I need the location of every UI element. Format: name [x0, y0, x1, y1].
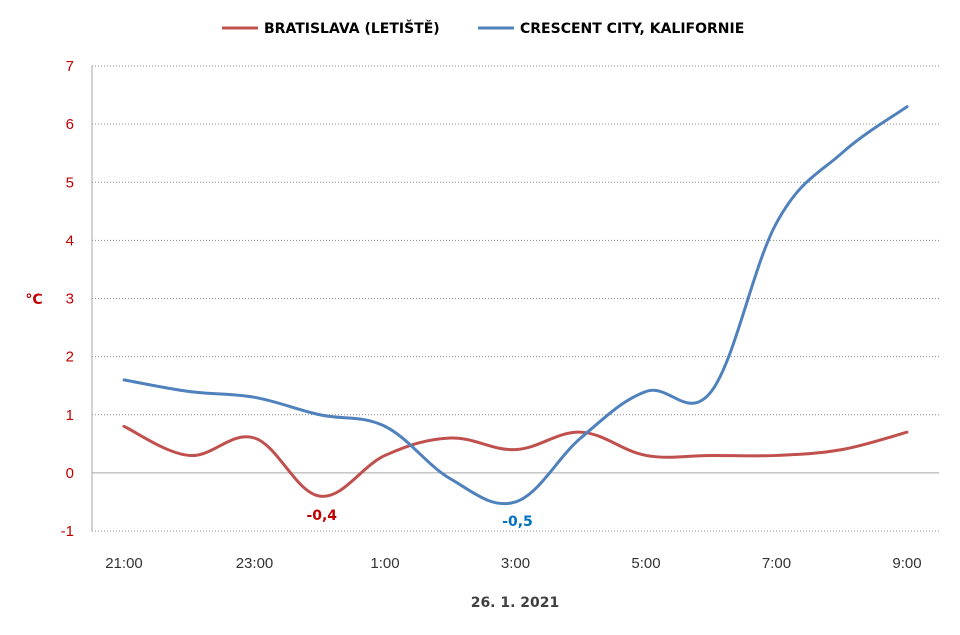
- series-line-bratislava: [122, 424, 909, 498]
- y-tick-label: 0: [66, 465, 74, 482]
- x-tick-label: 3:00: [501, 555, 530, 572]
- y-tick-label: 2: [66, 349, 74, 366]
- x-tick-label: 5:00: [631, 555, 660, 572]
- x-tick-label: 9:00: [892, 555, 921, 572]
- y-tick-label: 3: [66, 291, 74, 308]
- data-label-bratislava: -0,4: [306, 508, 337, 524]
- data-label-crescent-city: -0,5: [502, 514, 533, 530]
- x-tick-labels: 21:00 23:00 1:00 3:00 5:00 7:00 9:00: [105, 555, 921, 572]
- legend-label-crescent-city: CRESCENT CITY, KALIFORNIE: [520, 21, 744, 37]
- y-tick-label: 7: [66, 58, 74, 75]
- y-tick-label: 6: [66, 116, 74, 133]
- gridlines: [92, 65, 939, 532]
- y-tick-label: 5: [66, 174, 74, 191]
- y-tick-labels: -1 0 1 2 3 4 5 6 7: [61, 58, 74, 540]
- axes: [91, 66, 939, 531]
- series-lines: [122, 105, 909, 506]
- x-axis-label: 26. 1. 2021: [471, 595, 560, 611]
- x-tick-label: 1:00: [370, 555, 399, 572]
- x-tick-label: 21:00: [105, 555, 143, 572]
- y-tick-label: 4: [66, 232, 74, 249]
- legend: BRATISLAVA (LETIŠTĚ) CRESCENT CITY, KALI…: [222, 19, 744, 37]
- y-axis-label: °C: [25, 292, 42, 308]
- data-labels: -0,4 -0,5: [306, 508, 532, 530]
- y-tick-label: 1: [66, 407, 74, 424]
- legend-label-bratislava: BRATISLAVA (LETIŠTĚ): [264, 19, 440, 37]
- series-line-crescent-city: [122, 105, 909, 506]
- x-tick-label: 7:00: [762, 555, 791, 572]
- y-tick-label: -1: [61, 523, 74, 540]
- x-tick-label: 23:00: [236, 555, 274, 572]
